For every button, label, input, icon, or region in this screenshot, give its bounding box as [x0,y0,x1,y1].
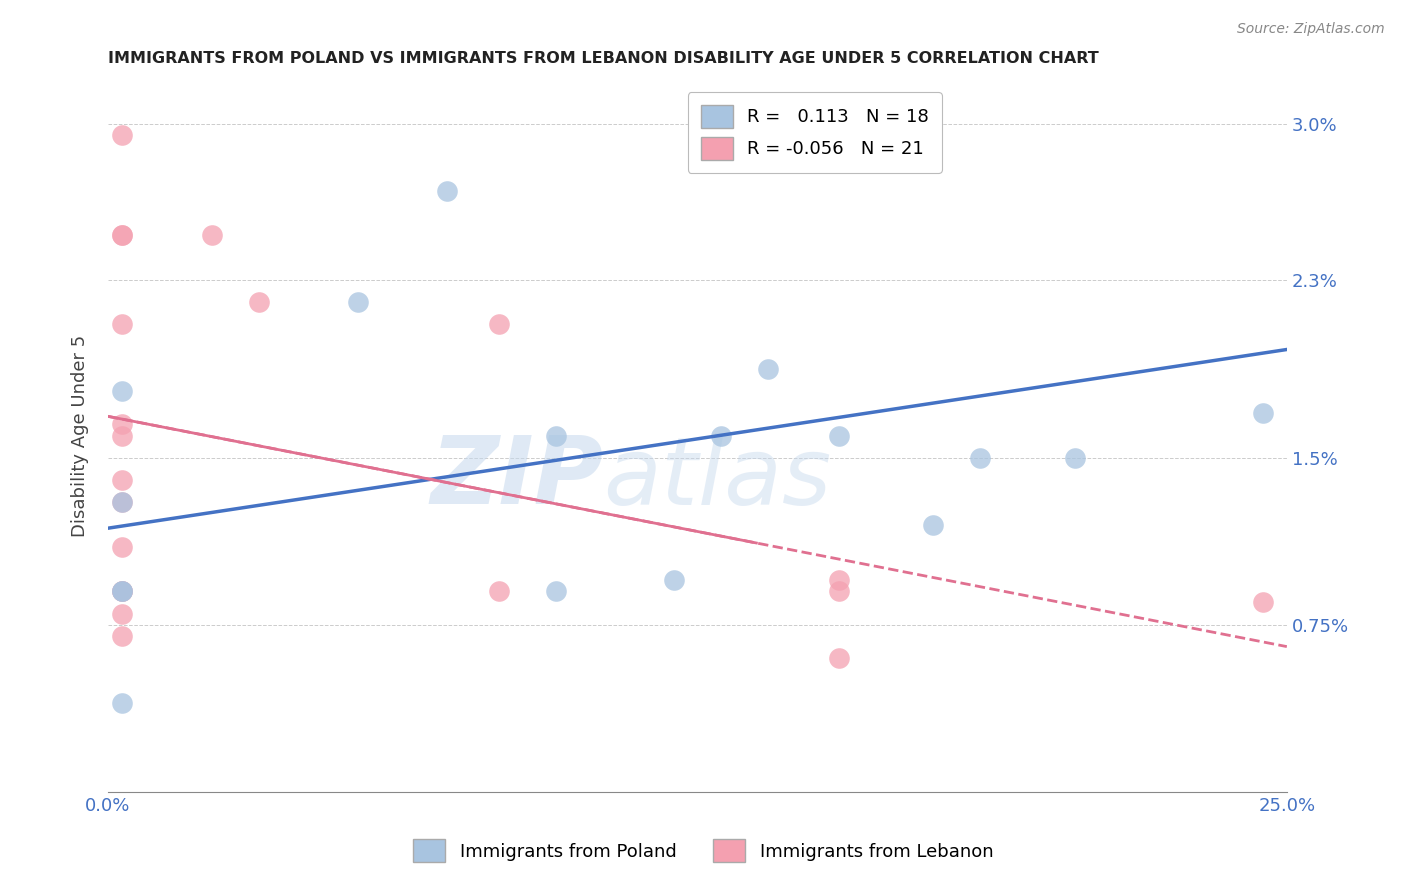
Point [1251,406,1274,420]
Text: Source: ZipAtlas.com: Source: ZipAtlas.com [1237,22,1385,37]
Point [488,317,510,331]
Text: IMMIGRANTS FROM POLAND VS IMMIGRANTS FROM LEBANON DISABILITY AGE UNDER 5 CORRELA: IMMIGRANTS FROM POLAND VS IMMIGRANTS FRO… [108,51,1098,66]
Point [828,584,851,599]
Point [969,450,991,465]
Point [436,184,458,198]
Point [201,228,224,243]
Point [111,629,134,643]
Point [1251,595,1274,609]
Y-axis label: Disability Age Under 5: Disability Age Under 5 [72,334,89,537]
Point [111,584,134,599]
Point [1393,128,1406,142]
Point [111,696,134,710]
Point [710,428,733,442]
Point [111,495,134,509]
Point [111,584,134,599]
Point [828,573,851,587]
Point [111,428,134,442]
Point [756,361,779,376]
Point [662,573,685,587]
Point [828,428,851,442]
Point [111,417,134,432]
Point [111,317,134,331]
Text: ZIP: ZIP [430,433,603,524]
Point [111,607,134,621]
Point [544,428,567,442]
Point [111,473,134,487]
Point [111,128,134,142]
Point [247,295,270,310]
Point [111,495,134,509]
Legend: R =   0.113   N = 18, R = -0.056   N = 21: R = 0.113 N = 18, R = -0.056 N = 21 [688,92,942,173]
Point [488,584,510,599]
Point [111,228,134,243]
Point [111,584,134,599]
Point [544,584,567,599]
Point [111,384,134,398]
Point [111,540,134,554]
Point [922,517,945,532]
Text: atlas: atlas [603,433,831,524]
Point [347,295,370,310]
Legend: Immigrants from Poland, Immigrants from Lebanon: Immigrants from Poland, Immigrants from … [405,832,1001,870]
Point [828,651,851,665]
Point [111,228,134,243]
Point [111,584,134,599]
Point [1063,450,1085,465]
